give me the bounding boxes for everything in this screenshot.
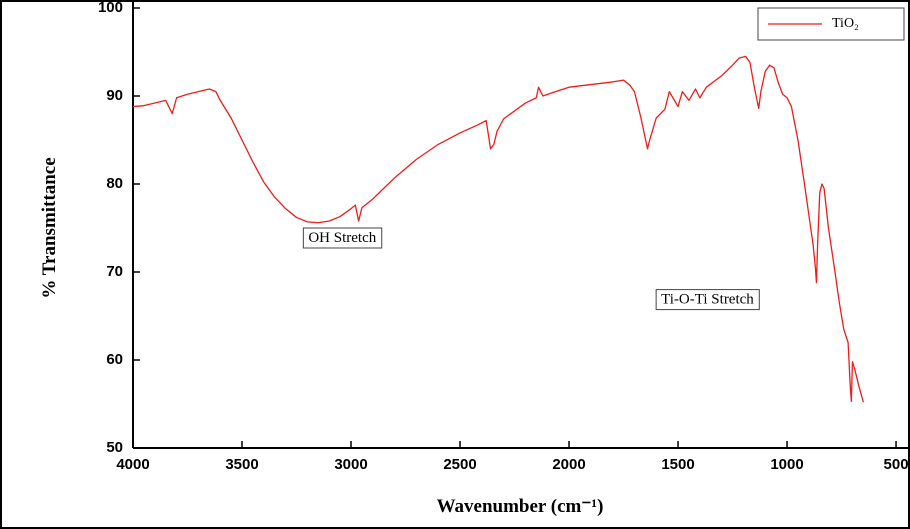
x-tick-label: 500 bbox=[884, 456, 909, 473]
y-tick-label: 50 bbox=[106, 439, 123, 456]
y-tick-label: 70 bbox=[106, 263, 123, 280]
x-tick-label: 3000 bbox=[334, 456, 367, 473]
x-tick-label: 2000 bbox=[552, 456, 585, 473]
y-axis-label: % Transmittance bbox=[39, 157, 60, 298]
y-tick-label: 90 bbox=[106, 87, 123, 104]
x-tick-label: 4000 bbox=[116, 456, 149, 473]
y-tick-label: 80 bbox=[106, 175, 123, 192]
annotation-box bbox=[302, 227, 383, 249]
annotation-box bbox=[655, 289, 760, 311]
y-tick-label: 100 bbox=[98, 0, 123, 16]
annotation: Ti-O-Ti Stretch bbox=[661, 292, 754, 308]
spectrum-line bbox=[132, 55, 864, 403]
x-tick-label: 3500 bbox=[225, 456, 258, 473]
annotation: OH Stretch bbox=[308, 230, 376, 246]
legend-label: TiO₂ bbox=[832, 16, 859, 31]
x-tick-label: 1000 bbox=[770, 456, 803, 473]
x-axis-label: Wavenumber (cm⁻¹) bbox=[437, 496, 604, 517]
x-tick-label: 2500 bbox=[443, 456, 476, 473]
x-tick-label: 1500 bbox=[661, 456, 694, 473]
legend-box bbox=[757, 7, 905, 41]
y-tick-label: 60 bbox=[106, 351, 123, 368]
